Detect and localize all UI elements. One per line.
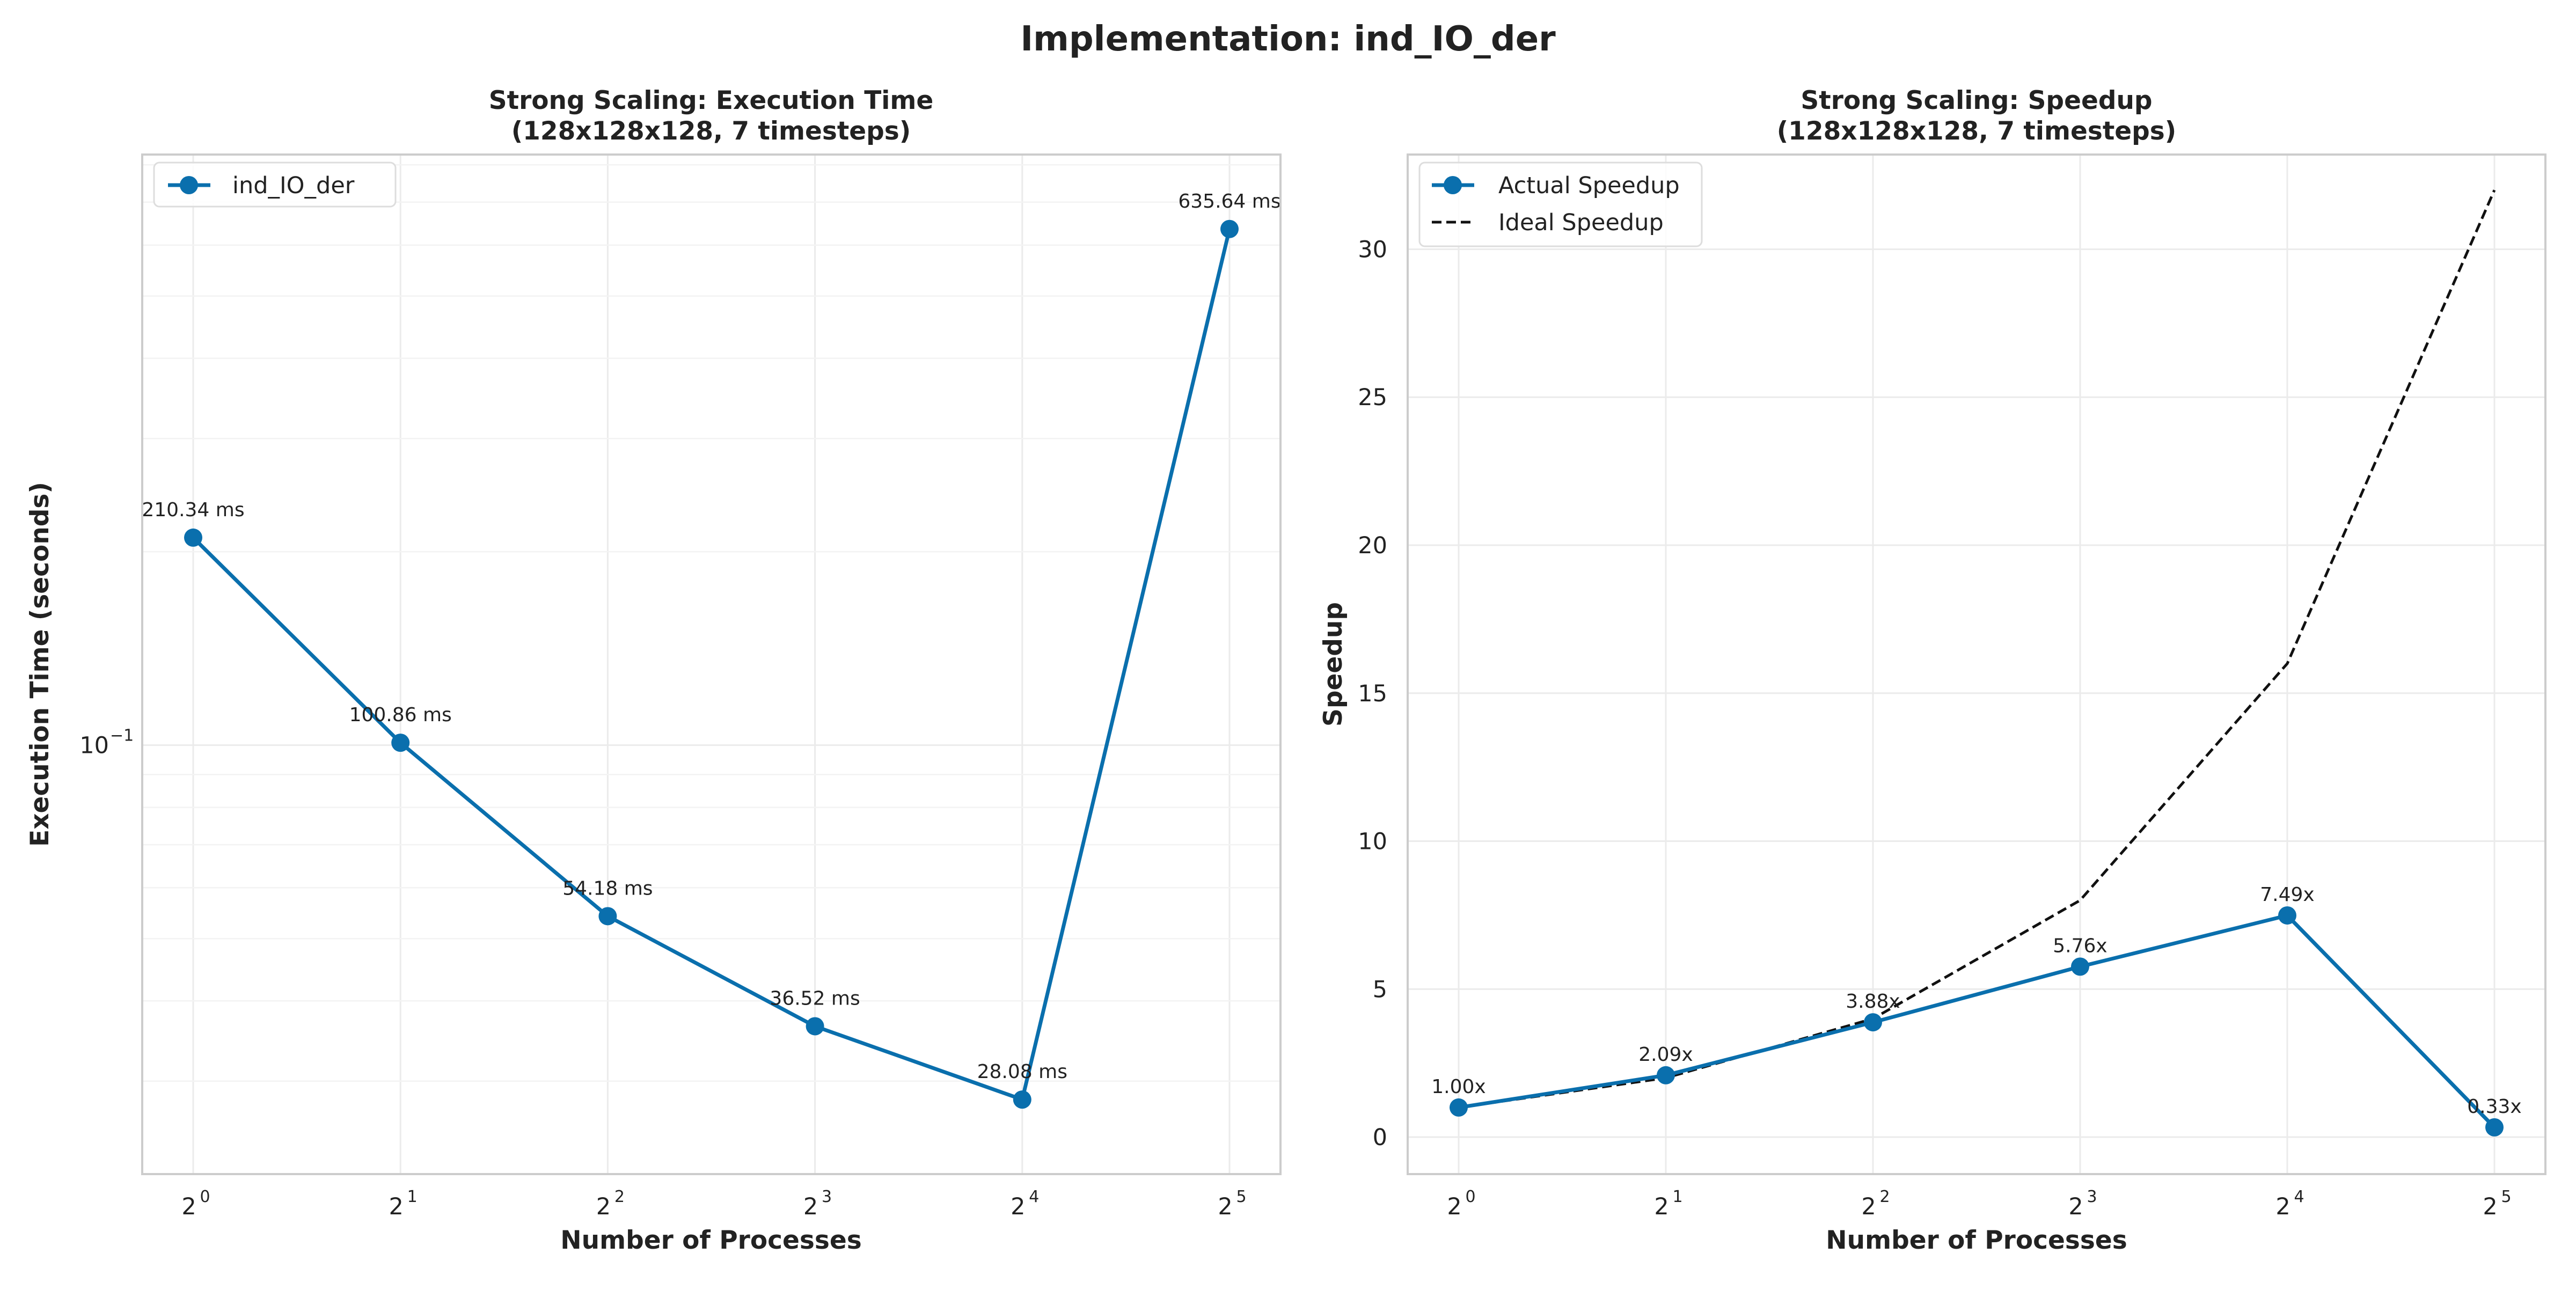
right-x-tick-label: 2 (2275, 1193, 2290, 1220)
right-data-label-actual-speedup: 0.33x (2467, 1096, 2521, 1118)
left-title-line1: Strong Scaling: Execution Time (489, 86, 934, 115)
left-x-tick-exponent: 0 (200, 1188, 210, 1206)
right-data-label-actual-speedup: 3.88x (1846, 991, 1900, 1013)
right-data-label-actual-speedup: 2.09x (1638, 1044, 1693, 1066)
left-x-tick-exponent: 4 (1029, 1188, 1039, 1206)
left-legend-label-ind-io-der: ind_IO_der (232, 172, 355, 199)
left-gridlines (142, 155, 1280, 1174)
right-x-tick-label: 2 (1654, 1193, 1668, 1220)
left-data-point-ind-io-der (391, 734, 410, 752)
left-data-point-ind-io-der (598, 907, 617, 926)
right-x-tick-exponent: 1 (1672, 1188, 1682, 1206)
right-y-tick-label: 0 (1373, 1124, 1387, 1151)
left-y-tick-exponent: −1 (110, 727, 134, 745)
right-series-line-ideal-speedup (1458, 189, 2496, 1109)
right-legend: Actual Speedup Ideal Speedup (1418, 162, 1703, 247)
figure-suptitle: Implementation: ind_IO_der (1020, 19, 1556, 59)
left-legend: ind_IO_der (153, 162, 397, 208)
left-data-point-ind-io-der (806, 1017, 824, 1036)
left-data-point-ind-io-der (1013, 1090, 1031, 1109)
right-y-tick-label: 15 (1358, 680, 1387, 707)
speedup-panel: Strong Scaling: Speedup (128x128x128, 7 … (1319, 86, 2546, 1255)
right-data-point-actual-speedup (2071, 957, 2089, 976)
right-data-point-actual-speedup (1450, 1098, 1468, 1117)
right-data-point-actual-speedup (2485, 1118, 2504, 1137)
left-y-axis-label: Execution Time (seconds) (25, 482, 55, 847)
left-data-label-ind-io-der: 54.18 ms (562, 877, 653, 899)
left-x-tick-label: 2 (181, 1193, 196, 1220)
right-x-tick-exponent: 2 (1879, 1188, 1890, 1206)
right-x-axis-label: Number of Processes (1826, 1226, 2127, 1255)
left-data-label-ind-io-der: 210.34 ms (142, 499, 244, 521)
right-title-line2: (128x128x128, 7 timesteps) (1777, 116, 2177, 146)
right-y-tick-label: 30 (1358, 236, 1387, 263)
right-legend-marker-actual-speedup (1444, 176, 1462, 194)
left-series: 210.34 ms 100.86 ms 54.18 ms 36.52 ms 28.08 … (142, 190, 1281, 1109)
right-legend-box (1418, 162, 1703, 247)
left-x-tick-label: 2 (1011, 1193, 1025, 1220)
left-data-label-ind-io-der: 100.86 ms (349, 704, 452, 726)
left-data-label-ind-io-der: 36.52 ms (770, 987, 860, 1009)
right-data-label-actual-speedup: 1.00x (1431, 1076, 1485, 1098)
left-plot-frame (141, 153, 1282, 1175)
right-data-label-actual-speedup: 5.76x (2053, 935, 2107, 957)
left-x-axis-label: Number of Processes (560, 1226, 861, 1255)
right-x-tick-exponent: 3 (2087, 1188, 2097, 1206)
right-legend-label-actual-speedup: Actual Speedup (1498, 172, 1680, 199)
right-y-tick-label: 25 (1358, 384, 1387, 411)
right-x-tick-label: 2 (1861, 1193, 1876, 1220)
left-x-tick-exponent: 1 (407, 1188, 418, 1206)
left-legend-marker-ind-io-der (180, 176, 198, 194)
left-y-tick-label: 10 (79, 732, 109, 759)
left-tick-labels: 2 0 2 1 2 2 2 3 2 4 2 510 −1 (79, 727, 1246, 1220)
right-x-tick-exponent: 4 (2294, 1188, 2304, 1206)
right-data-point-actual-speedup (1657, 1066, 1675, 1084)
right-legend-label-ideal-speedup: Ideal Speedup (1498, 209, 1664, 236)
left-x-tick-exponent: 5 (1236, 1188, 1246, 1206)
left-data-point-ind-io-der (184, 528, 202, 547)
right-plot-frame (1407, 153, 2546, 1175)
left-title-line2: (128x128x128, 7 timesteps) (511, 116, 911, 146)
left-data-point-ind-io-der (1220, 219, 1239, 238)
right-y-axis-label: Speedup (1319, 602, 1348, 727)
right-data-point-actual-speedup (1864, 1013, 1882, 1032)
left-legend-box (153, 162, 397, 208)
right-x-tick-label: 2 (2483, 1193, 2497, 1220)
right-y-tick-label: 20 (1358, 532, 1387, 559)
right-x-tick-label: 2 (1447, 1193, 1461, 1220)
left-x-tick-label: 2 (596, 1193, 611, 1220)
right-x-tick-label: 2 (2068, 1193, 2083, 1220)
right-y-tick-label: 10 (1358, 829, 1387, 855)
left-x-tick-label: 2 (803, 1193, 818, 1220)
left-x-tick-exponent: 2 (614, 1188, 625, 1206)
left-x-tick-label: 2 (1218, 1193, 1232, 1220)
right-y-tick-label: 5 (1373, 976, 1387, 1003)
right-data-point-actual-speedup (2278, 906, 2296, 925)
right-series: 1.00x 2.09x 3.88x 5.76x 7.49x 0.33x (1431, 189, 2522, 1137)
execution-time-panel: Strong Scaling: Execution Time (128x128x… (25, 86, 1282, 1255)
left-data-label-ind-io-der: 28.08 ms (977, 1061, 1067, 1083)
right-x-tick-exponent: 5 (2501, 1188, 2511, 1206)
right-title-line1: Strong Scaling: Speedup (1801, 86, 2152, 115)
left-x-tick-label: 2 (389, 1193, 404, 1220)
right-series-line-actual-speedup (1458, 913, 2496, 1129)
right-data-label-actual-speedup: 7.49x (2260, 884, 2314, 906)
left-series-line-ind-io-der (192, 228, 1232, 1102)
right-x-tick-exponent: 0 (1465, 1188, 1475, 1206)
left-data-label-ind-io-der: 635.64 ms (1178, 190, 1280, 212)
left-x-tick-exponent: 3 (822, 1188, 832, 1206)
